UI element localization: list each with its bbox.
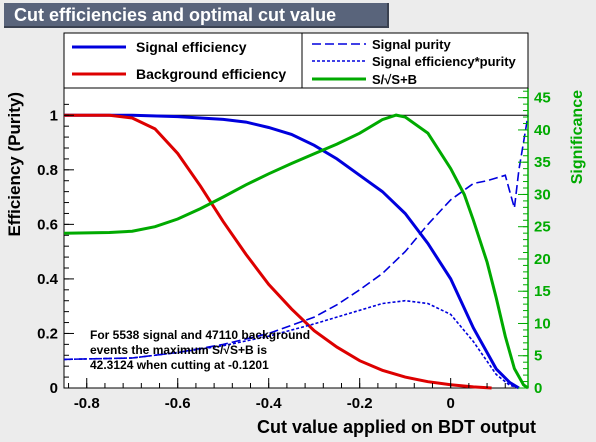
y2-tick-label-8: 40 [534,122,551,139]
y-tick-label-3: 0.6 [37,216,58,233]
y2-tick-label-6: 30 [534,186,551,203]
series-line-4 [63,113,529,390]
y2-tick-label-2: 10 [534,315,551,332]
legend-label-3: Signal efficiency*purity [372,54,517,69]
legend-label-1: Background efficiency [136,66,286,82]
legend-label-2: Signal purity [372,37,452,52]
series-line-0 [64,113,520,390]
x-tick-label-3: -0.2 [347,395,373,412]
y2-axis-label: Significance [569,90,586,184]
y-tick-label-1: 0.2 [37,325,58,342]
x-axis-label: Cut value applied on BDT output [257,417,536,437]
series-line-1 [64,113,492,390]
legend-label-4: S/√S+B [372,72,417,87]
y-tick-label-2: 0.4 [37,271,59,288]
series-line-2 [63,115,529,361]
note-line-2: events the maximum S/√S+B is [90,343,267,357]
chart-title: Cut efficiencies and optimal cut value [14,5,337,25]
y-axis-label: Efficiency (Purity) [5,92,24,237]
y2-tick-label-4: 20 [534,251,551,268]
y2-tick-label-9: 45 [534,90,551,107]
y-tick-label-5: 1 [50,107,58,124]
note-line-3: 42.3124 when cutting at -0.1201 [90,358,269,372]
y2-tick-label-1: 5 [534,348,542,365]
series-line-3 [63,299,520,389]
y2-tick-label-7: 35 [534,154,551,171]
y-tick-label-0: 0 [50,380,58,397]
optimal-cut-note: For 5538 signal and 47110 background eve… [90,328,310,373]
y2-tick-label-0: 0 [534,380,542,397]
x-tick-label-2: -0.4 [256,395,283,412]
y2-tick-label-5: 25 [534,219,551,236]
legend-box-left [63,32,303,89]
y-tick-label-4: 0.8 [37,162,58,179]
note-line-1: For 5538 signal and 47110 background [90,328,311,342]
y2-tick-label-3: 15 [534,283,551,300]
legend-label-0: Signal efficiency [136,39,247,55]
x-tick-label-1: -0.6 [165,395,191,412]
x-tick-label-0: -0.8 [74,395,100,412]
title-box: Cut efficiencies and optimal cut value [4,3,389,28]
x-tick-label-4: 0 [446,395,454,412]
